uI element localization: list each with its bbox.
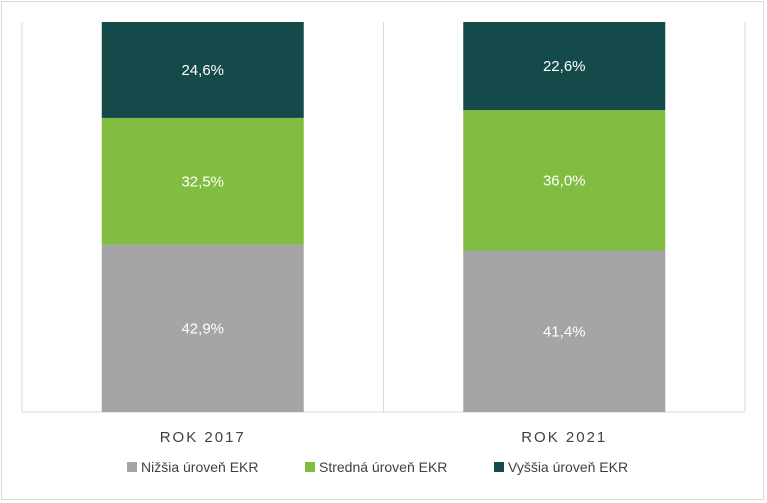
legend-swatch — [494, 462, 504, 472]
bar-segment-3-cat-2 — [463, 22, 666, 111]
legend-label: Stredná úroveň EKR — [319, 459, 447, 475]
bar-segment-2-cat-2 — [463, 110, 666, 251]
data-label: 32,5% — [181, 173, 224, 190]
category-label: ROK 2017 — [160, 429, 246, 446]
legend-swatch — [305, 462, 315, 472]
data-label: 41,4% — [543, 323, 586, 340]
data-label: 22,6% — [543, 58, 586, 75]
bar-segment-1-cat-1 — [101, 244, 304, 412]
bar-segment-1-cat-2 — [463, 250, 666, 412]
data-label: 36,0% — [543, 172, 586, 189]
category-label: ROK 2021 — [521, 429, 607, 446]
legend-swatch — [127, 462, 137, 472]
data-label: 24,6% — [181, 62, 224, 79]
bar-segment-3-cat-1 — [101, 22, 304, 118]
legend-label: Vyššia úroveň EKR — [508, 459, 628, 475]
bar-segment-2-cat-1 — [101, 117, 304, 245]
data-label: 42,9% — [181, 320, 224, 337]
legend-label: Nižšia úroveň EKR — [141, 459, 259, 475]
